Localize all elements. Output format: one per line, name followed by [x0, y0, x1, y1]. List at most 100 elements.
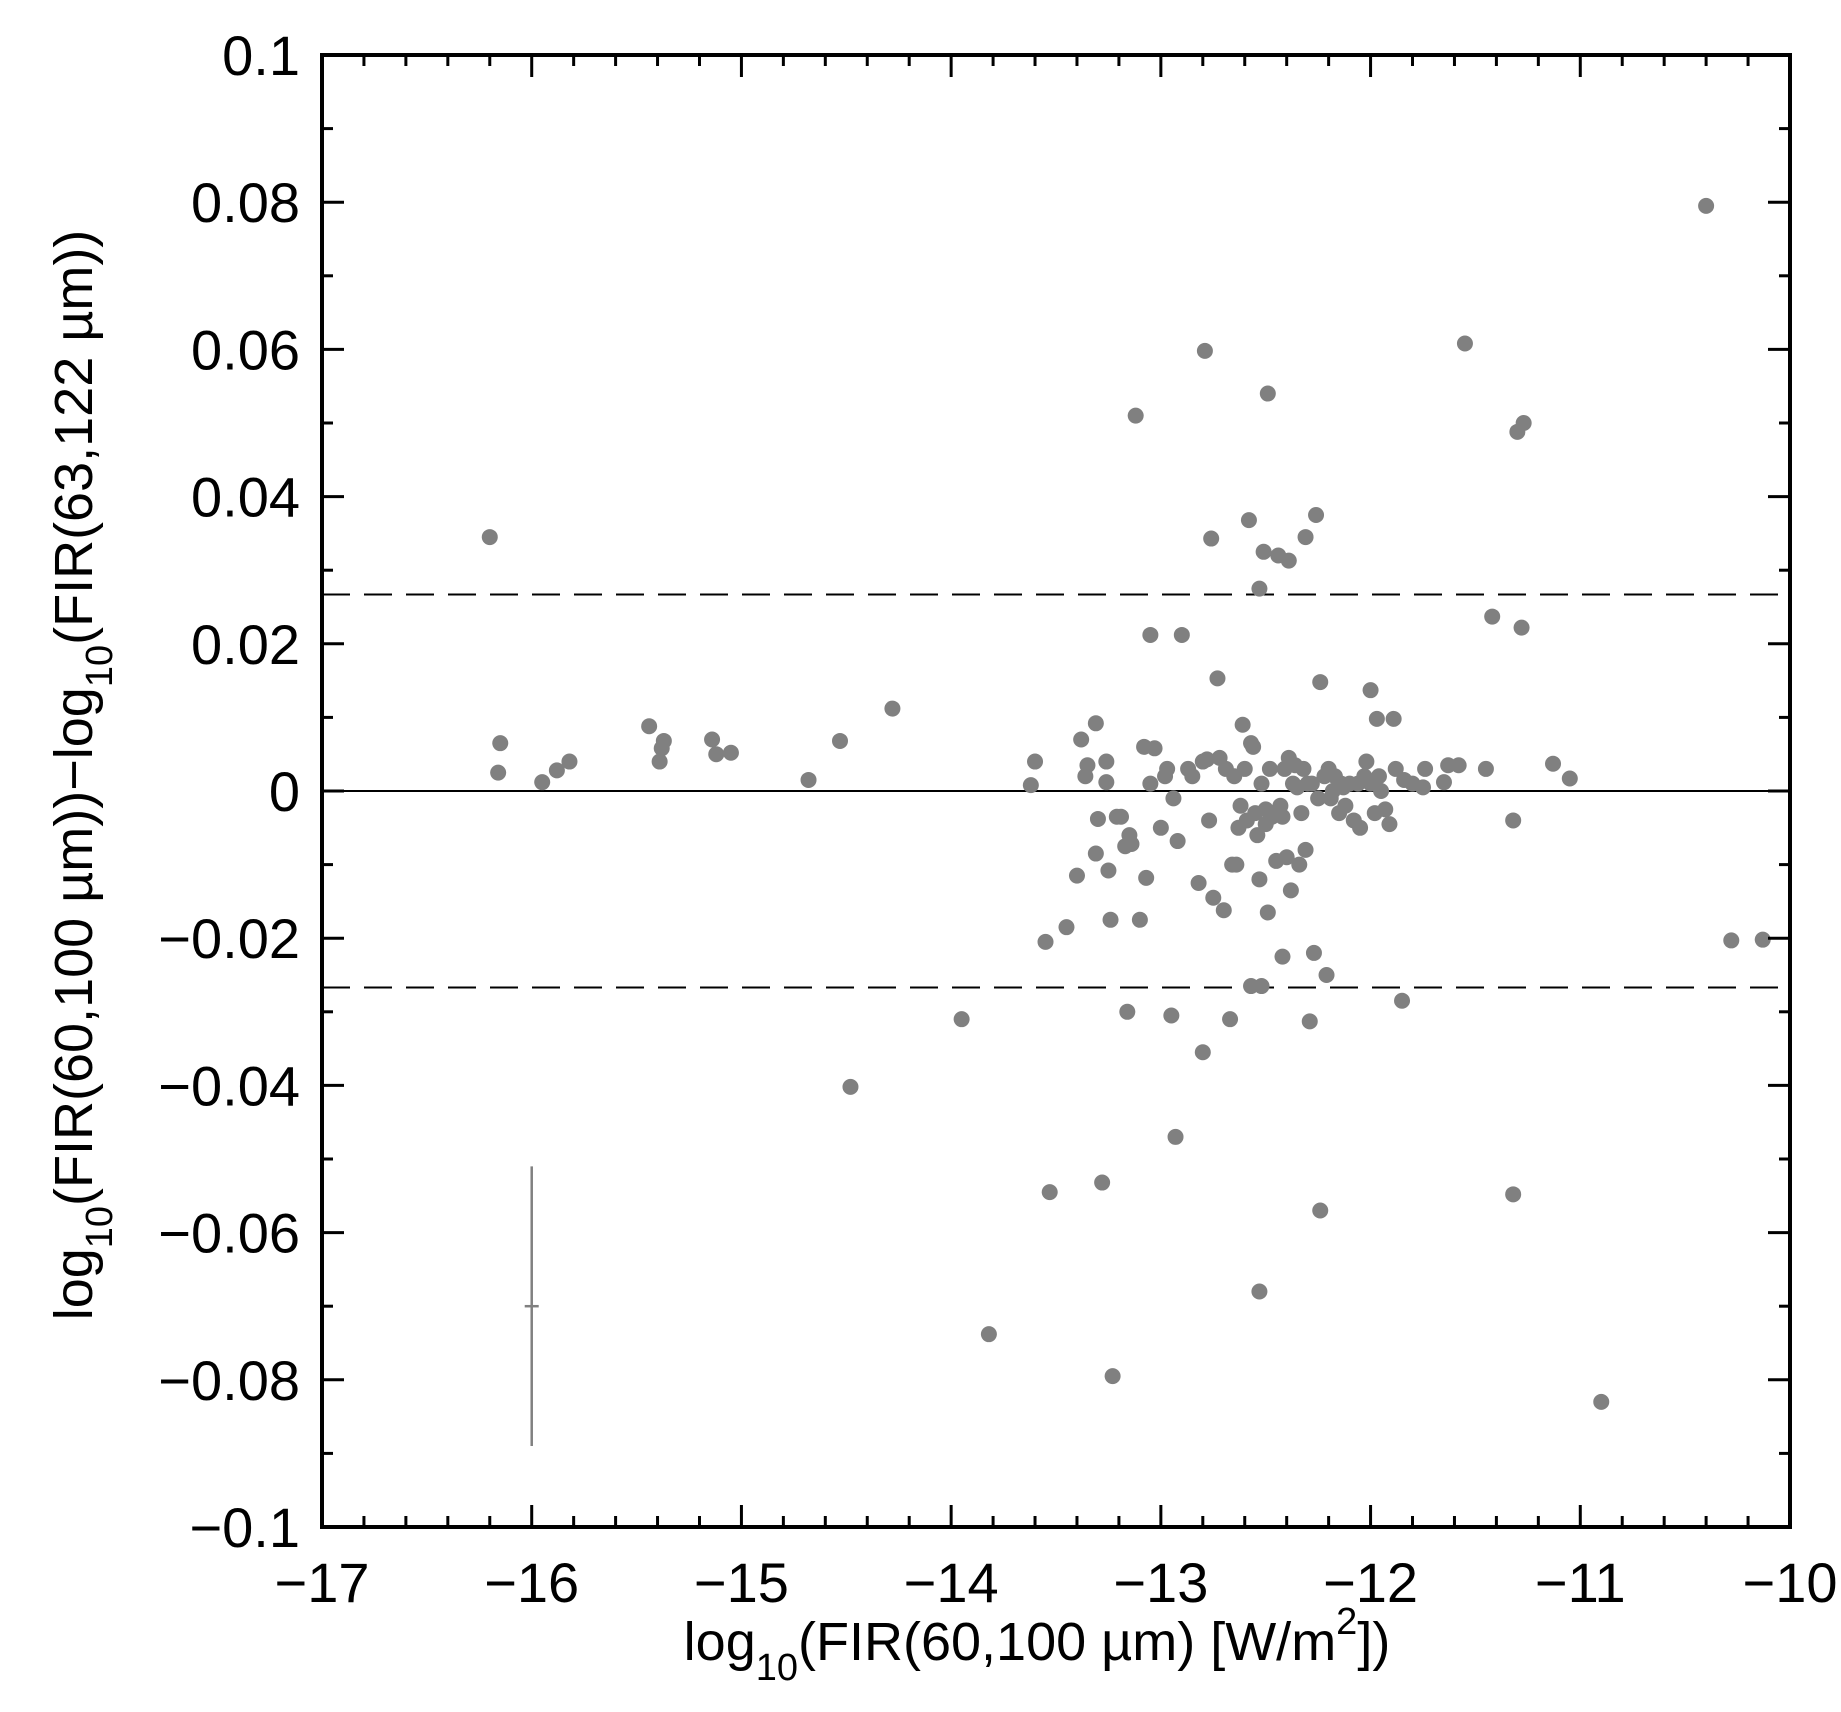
data-point	[1305, 944, 1322, 961]
data-point	[1159, 760, 1176, 777]
y-tick-label: −0.06	[158, 1202, 300, 1265]
data-point	[1100, 862, 1117, 879]
data-point	[1291, 856, 1308, 873]
data-point	[1131, 911, 1148, 928]
data-point	[1184, 768, 1201, 785]
data-point	[953, 1011, 970, 1028]
x-tick-label: −16	[484, 1551, 579, 1614]
data-point	[1308, 507, 1325, 523]
data-point	[1477, 760, 1494, 777]
data-point	[1456, 335, 1473, 352]
data-point	[1198, 751, 1215, 768]
data-point	[1087, 715, 1104, 732]
data-point	[1240, 512, 1257, 529]
data-point	[1152, 819, 1169, 836]
data-point	[1312, 674, 1329, 691]
data-point	[1358, 753, 1375, 770]
y-tick-label: −0.08	[158, 1349, 300, 1412]
y-tick-label: 0.1	[222, 24, 300, 87]
y-tick-label: 0.02	[191, 613, 300, 676]
y-tick-label: 0.06	[191, 318, 300, 381]
data-point	[1593, 1393, 1610, 1410]
data-point	[980, 1326, 997, 1343]
y-ticks: −0.1 −0.08 −0.06 −0.04 −0.02 0 0.02 0.04 0.06 0.0…	[158, 24, 1790, 1559]
data-point	[1387, 760, 1404, 777]
data-point	[1301, 1013, 1318, 1030]
data-point	[1194, 1044, 1211, 1061]
data-point	[534, 774, 551, 791]
data-point	[1280, 552, 1297, 569]
data-point	[1318, 967, 1335, 983]
data-point	[1087, 845, 1104, 862]
x-ticks: −17 −16 −15 −14 −13 −12 −11 −10	[275, 55, 1838, 1614]
data-point	[1282, 882, 1299, 899]
data-point	[1209, 670, 1226, 687]
data-point	[1259, 385, 1276, 402]
data-point	[1222, 1011, 1239, 1028]
data-point	[1245, 738, 1262, 755]
x-tick-label: −13	[1113, 1551, 1208, 1614]
data-point	[1545, 755, 1562, 772]
data-point	[1253, 775, 1270, 792]
data-point	[1113, 808, 1130, 825]
data-point	[1165, 790, 1182, 807]
x-tick-label: −11	[1535, 1551, 1626, 1614]
data-point	[1278, 849, 1295, 866]
data-point	[1255, 543, 1272, 560]
data-point	[831, 732, 848, 749]
x-axis-title: log10(FIR(60,100 µm) [W/m2])	[684, 1601, 1391, 1689]
data-point	[1450, 757, 1467, 774]
data-point	[1022, 777, 1039, 794]
data-point	[1274, 948, 1291, 965]
data-point	[1205, 889, 1222, 906]
data-point	[1312, 1202, 1329, 1219]
data-point	[1368, 710, 1385, 727]
data-point	[1119, 1003, 1136, 1020]
x-tick-label: −12	[1323, 1551, 1418, 1614]
data-point	[1515, 415, 1532, 431]
x-tick-label: −15	[694, 1551, 789, 1614]
data-point	[1041, 1184, 1058, 1201]
data-point	[1484, 608, 1501, 625]
x-tick-label: −14	[904, 1551, 999, 1614]
y-tick-label: −0.04	[158, 1054, 300, 1117]
x-tick-label: −10	[1743, 1551, 1838, 1614]
error-bar	[524, 1166, 539, 1447]
data-point	[1513, 619, 1530, 636]
data-point	[1561, 770, 1578, 787]
data-point	[1251, 871, 1268, 888]
y-tick-label: −0.02	[158, 907, 300, 970]
data-point	[1127, 407, 1144, 424]
data-point	[1196, 342, 1213, 359]
data-point	[704, 731, 721, 748]
data-point	[1102, 911, 1119, 928]
data-point	[548, 762, 565, 779]
data-point	[1104, 1368, 1121, 1385]
data-point	[651, 753, 668, 770]
data-point	[1310, 790, 1327, 807]
data-point	[1249, 827, 1266, 844]
data-point	[1373, 783, 1390, 799]
reference-lines	[322, 593, 1790, 989]
data-point	[1146, 740, 1163, 757]
data-point	[1228, 856, 1245, 873]
data-point	[1415, 779, 1431, 796]
data-point	[1232, 797, 1249, 814]
y-tick-label: 0.04	[191, 466, 300, 529]
data-point	[653, 740, 670, 757]
data-point	[1370, 768, 1387, 785]
y-axis-title: log10(FIR(60,100 µm))−log10(FIR(63,122 µ…	[44, 230, 121, 1321]
data-point	[1173, 626, 1190, 643]
data-point	[1123, 835, 1140, 852]
data-point	[1251, 1283, 1268, 1300]
data-point	[1167, 1128, 1184, 1145]
data-point	[1381, 816, 1398, 833]
data-point	[1058, 919, 1075, 936]
data-point	[1253, 978, 1270, 995]
data-point	[722, 744, 739, 761]
data-point	[1138, 869, 1155, 886]
data-point	[1377, 801, 1394, 818]
data-point	[1203, 530, 1220, 547]
data-point	[1215, 902, 1232, 919]
